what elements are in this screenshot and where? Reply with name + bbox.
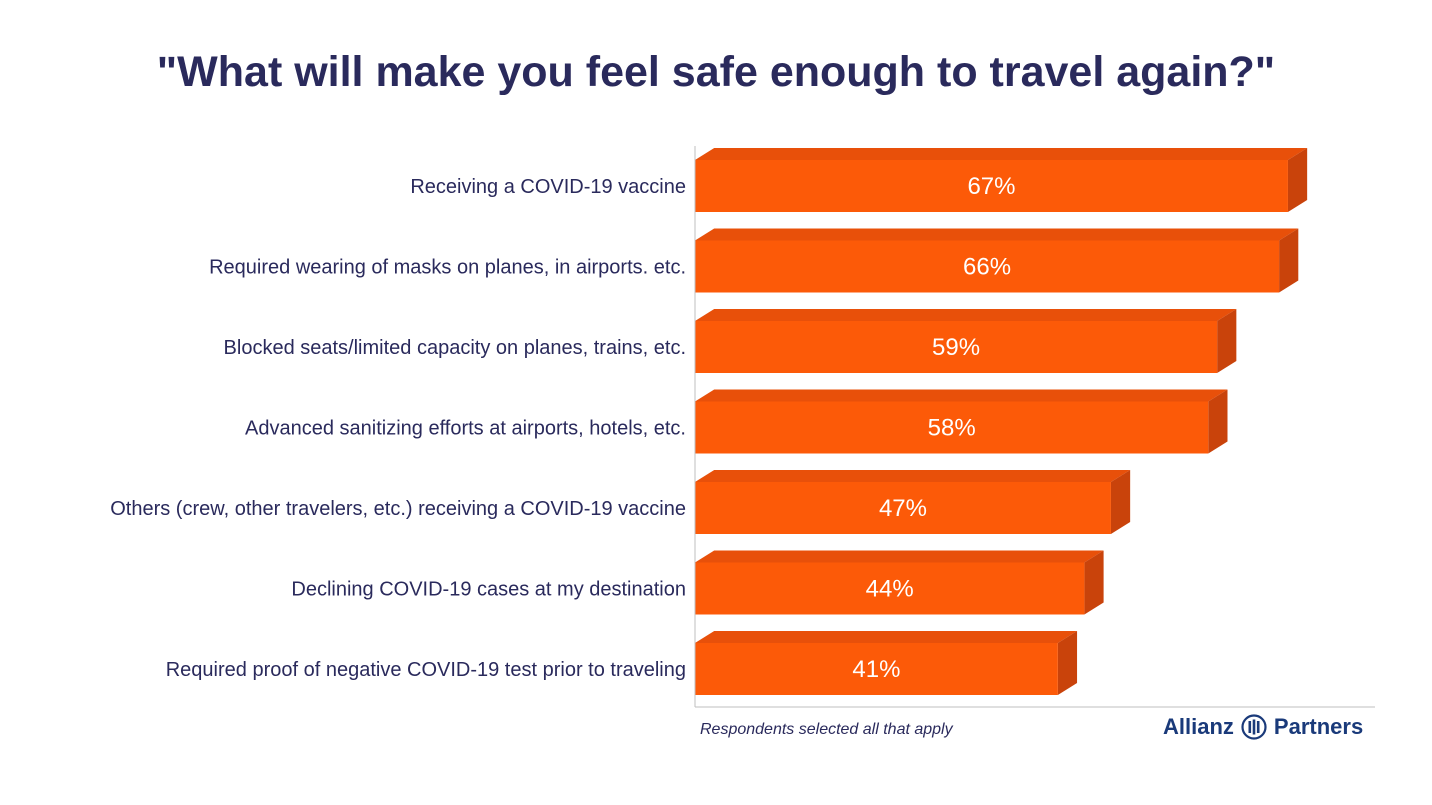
- bar-top-face: [695, 470, 1131, 482]
- bar-top-face: [695, 228, 1299, 241]
- allianz-partners-logo: Allianz Partners: [1163, 714, 1363, 740]
- bar-side-face: [1287, 148, 1308, 212]
- bar-value-label: 59%: [932, 334, 980, 361]
- bar-value-label: 66%: [963, 254, 1011, 281]
- bar-2: 66%: [695, 228, 1299, 293]
- bar-value-label: 41%: [852, 656, 900, 683]
- category-label: Advanced sanitizing efforts at airports,…: [245, 418, 686, 440]
- bar-4: 58%: [695, 389, 1228, 454]
- footnote: Respondents selected all that apply: [700, 721, 953, 738]
- bar-front-face: [695, 321, 1218, 373]
- bar-5: 47%: [695, 470, 1131, 534]
- bar-front-face: [695, 482, 1111, 534]
- bar-front-face: [695, 401, 1209, 454]
- bar-side-face: [1110, 470, 1131, 534]
- bars-group: 67% Receiving a COVID-19 vaccine 66% Requir…: [110, 148, 1308, 695]
- logo-left-word: Allianz: [1163, 714, 1234, 739]
- bar-side-face: [1208, 389, 1228, 454]
- bar-front-face: [695, 160, 1288, 212]
- category-label: Blocked seats/limited capacity on planes…: [224, 337, 686, 359]
- bar-top-face: [695, 550, 1104, 563]
- category-label: Receiving a COVID-19 vaccine: [410, 176, 686, 198]
- category-label: Others (crew, other travelers, etc.) rec…: [110, 498, 686, 520]
- bar-front-face: [695, 643, 1058, 695]
- bar-value-label: 47%: [879, 495, 927, 522]
- chart-title: "What will make you feel safe enough to …: [156, 48, 1276, 96]
- bar-value-label: 67%: [967, 173, 1015, 200]
- logo-right-word: Partners: [1273, 714, 1364, 739]
- bar-top-face: [695, 148, 1308, 160]
- category-label: Declining COVID-19 cases at my destinati…: [291, 579, 686, 601]
- bar-value-label: 58%: [928, 415, 976, 442]
- bar-side-face: [1217, 309, 1237, 373]
- bar-top-face: [695, 309, 1237, 321]
- bar-7: 41%: [695, 631, 1078, 695]
- category-label: Required wearing of masks on planes, in …: [209, 257, 686, 279]
- bar-front-face: [695, 240, 1280, 293]
- bar-value-label: 44%: [866, 576, 914, 603]
- bar-front-face: [695, 562, 1085, 615]
- bar-side-face: [1057, 631, 1078, 695]
- bar-1: 67%: [695, 148, 1308, 212]
- bar-top-face: [695, 389, 1228, 402]
- bar-6: 44%: [695, 550, 1104, 615]
- bar-3: 59%: [695, 309, 1237, 373]
- allianz-eagle-icon: [1241, 714, 1267, 740]
- bar-side-face: [1084, 550, 1104, 615]
- bar-side-face: [1279, 228, 1299, 293]
- bar-top-face: [695, 631, 1078, 643]
- category-label: Required proof of negative COVID-19 test…: [166, 659, 686, 681]
